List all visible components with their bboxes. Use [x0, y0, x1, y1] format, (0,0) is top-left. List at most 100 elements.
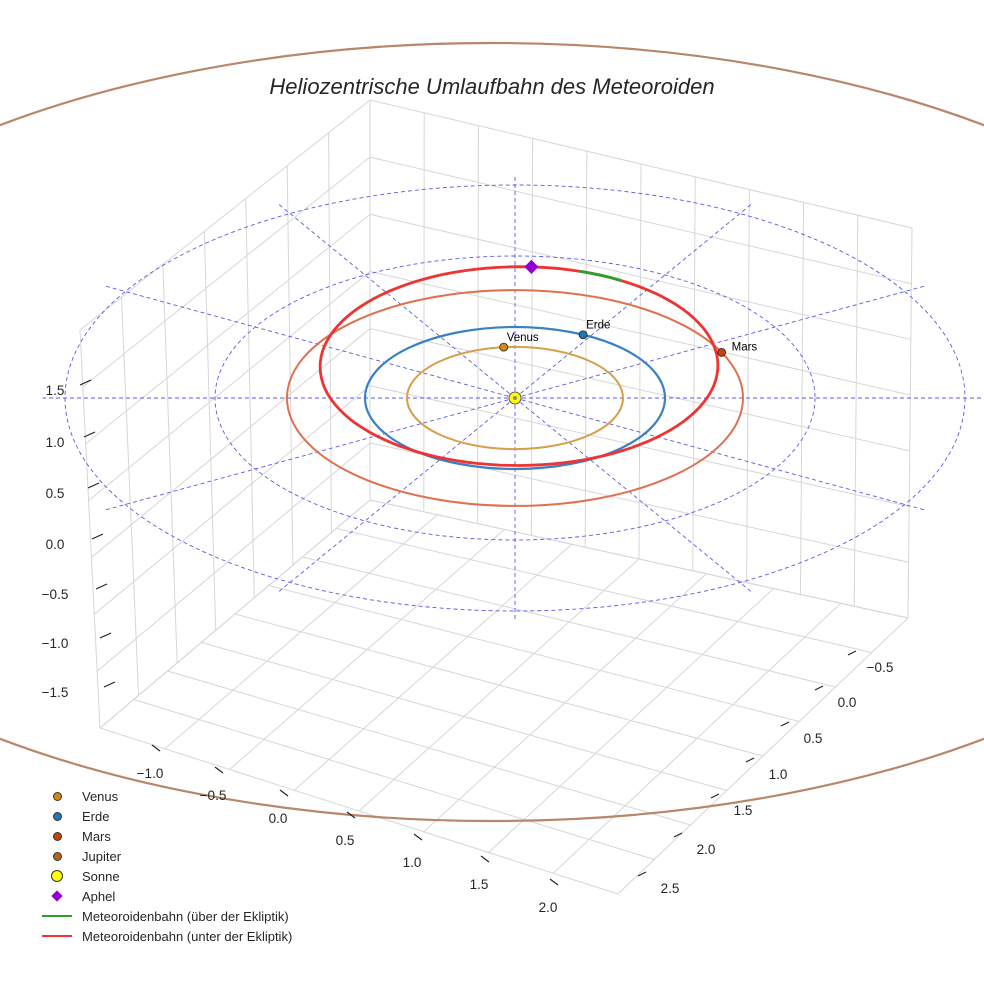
- meteoroid-orbit-below: [318, 265, 720, 467]
- legend-label: Meteoroidenbahn (unter der Ekliptik): [82, 928, 293, 944]
- legend-marker: [51, 870, 63, 882]
- planet-mars: [717, 347, 727, 357]
- legend: Venus Erde Mars Jupiter Sonne Aphel Meteoroide…: [40, 786, 292, 946]
- planet-label-erde: Erde: [586, 320, 610, 332]
- grid-line: [692, 176, 696, 571]
- z-tick-label: 0.5: [46, 486, 65, 501]
- grid-line: [328, 132, 332, 533]
- y-tick-label: 0.5: [804, 731, 823, 746]
- z-tick-mark: [83, 431, 96, 438]
- legend-item: Mars: [40, 826, 292, 846]
- x-tick-label: −0.5: [200, 788, 227, 803]
- y-tick-mark: [780, 721, 790, 727]
- y-tick-label: 1.0: [769, 767, 788, 782]
- x-tick-mark: [413, 833, 423, 841]
- legend-item: Erde: [40, 806, 292, 826]
- radial-line: [105, 285, 516, 399]
- planet-label-mars: Mars: [732, 341, 758, 353]
- sun-center: [513, 396, 517, 400]
- y-tick-mark: [814, 685, 824, 691]
- legend-label: Jupiter: [82, 848, 122, 864]
- z-tick-label: −0.5: [42, 587, 69, 602]
- x-tick-mark: [214, 766, 224, 774]
- legend-symbol: [40, 846, 74, 866]
- planet-label-venus: Venus: [507, 332, 539, 344]
- grid-line: [245, 198, 255, 598]
- y-tick-label: 0.0: [838, 695, 857, 710]
- legend-symbol: [40, 826, 74, 846]
- grid-line: [336, 528, 872, 653]
- grid-line: [234, 613, 764, 757]
- x-tick-label: 1.0: [403, 855, 422, 870]
- x-tick-label: 1.5: [470, 877, 489, 892]
- legend-marker: [52, 831, 62, 841]
- jupiter-orbit-layer: [0, 42, 984, 822]
- grid-line: [746, 189, 750, 583]
- z-tick-label: 1.0: [46, 435, 65, 450]
- legend-label: Sonne: [82, 868, 120, 884]
- grid-line: [133, 699, 655, 860]
- x-tick-label: −1.0: [137, 766, 164, 781]
- z-tick-mark: [103, 681, 116, 688]
- legend-symbol: [40, 806, 74, 826]
- grid-line: [93, 385, 910, 615]
- radial-line: [514, 285, 925, 399]
- legend-marker: [52, 811, 62, 821]
- planet-orbits-layer: [286, 265, 744, 507]
- legend-item: Sonne: [40, 866, 292, 886]
- x-tick-mark: [480, 855, 490, 863]
- legend-marker: [42, 914, 72, 918]
- orbit-venus: [406, 345, 624, 451]
- legend-item: Venus: [40, 786, 292, 806]
- radial-line: [278, 397, 516, 593]
- grid-line: [369, 499, 909, 619]
- grid-line: [96, 442, 909, 672]
- legend-symbol: [40, 786, 74, 806]
- grid-line: [88, 270, 911, 501]
- radial-line: [514, 203, 752, 399]
- grid-line: [477, 125, 479, 524]
- orbit-jupiter: [0, 42, 984, 822]
- grid-line: [853, 215, 859, 607]
- grid-line: [286, 165, 294, 566]
- grid-line: [302, 556, 836, 688]
- x-tick-label: 0.0: [269, 811, 288, 826]
- legend-marker: [52, 851, 62, 861]
- z-tick-label: 0.0: [46, 537, 65, 552]
- y-tick-label: 2.0: [697, 842, 716, 857]
- planet-erde: [578, 330, 588, 340]
- legend-symbol: [40, 906, 74, 926]
- legend-item: Meteoroidenbahn (über der Ekliptik): [40, 906, 292, 926]
- z-tick-label: −1.0: [42, 636, 69, 651]
- markers-layer: Venus Erde Mars: [499, 259, 758, 405]
- z-tick-mark: [79, 379, 92, 386]
- planet-venus: [499, 342, 509, 352]
- x-tick-mark: [346, 811, 356, 819]
- grid-line: [91, 328, 910, 558]
- y-tick-label: 1.5: [734, 803, 753, 818]
- legend-item: Aphel: [40, 886, 292, 906]
- radial-line: [514, 397, 925, 511]
- radial-line: [278, 203, 516, 399]
- x-tick-mark: [549, 878, 559, 886]
- grid-line: [79, 99, 913, 331]
- x-tick-mark: [279, 789, 289, 797]
- grid-line: [268, 585, 800, 722]
- grid-line: [162, 264, 178, 663]
- x-tick-mark: [151, 744, 161, 752]
- axes-grid: [79, 99, 913, 895]
- radial-line: [514, 397, 752, 593]
- legend-label: Venus: [82, 788, 119, 804]
- legend-symbol: [40, 866, 74, 886]
- chart-title: Heliozentrische Umlaufbahn des Meteoroid…: [269, 74, 715, 99]
- legend-marker: [52, 791, 62, 801]
- legend-marker: [51, 890, 63, 902]
- legend-label: Mars: [82, 828, 111, 844]
- radial-line: [105, 397, 516, 511]
- aphel-marker-core: [526, 262, 536, 272]
- grid-line: [203, 231, 217, 631]
- grid-line: [907, 227, 913, 619]
- y-tick-label: −0.5: [867, 660, 894, 675]
- z-tick-mark: [87, 482, 100, 489]
